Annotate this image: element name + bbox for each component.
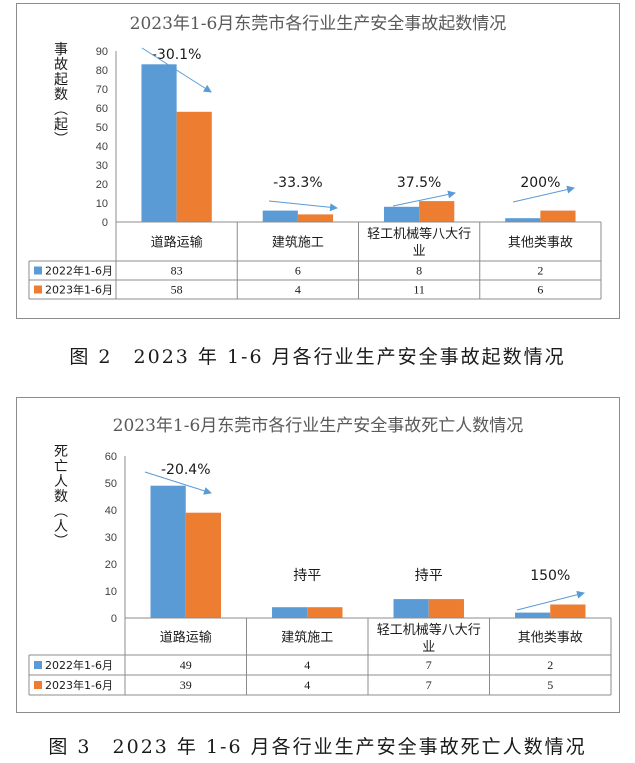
y-tick-label: 60 [96,103,108,115]
table-value-0-0: 83 [171,264,183,278]
y-axis-label: 事故起数（起） [52,42,68,147]
x-category-label: 道路运输 [160,630,212,646]
table-value-1-1: 4 [295,283,301,297]
chart-title: 2023年1-6月东莞市各行业生产安全事故起数情况 [130,14,507,34]
legend-label-1: 2023年1-6月 [45,283,113,297]
bar-2023-0 [185,512,221,618]
y-tick-label: 50 [105,478,117,490]
y-tick-label: 10 [105,586,117,598]
x-category-label: 轻工机械等八大行业 [367,226,471,259]
table-value-0-0: 49 [180,658,192,672]
table-value-1-1: 4 [304,678,310,692]
bar-2023-1 [307,607,343,618]
change-annotation: -20.4% [161,462,211,478]
bar-2023-2 [428,599,464,618]
bar-2022-0 [150,485,186,618]
bar-2022-2 [383,206,420,222]
y-tick-label: 80 [96,65,108,77]
table-value-0-3: 2 [547,658,553,672]
change-annotation: 200% [520,175,560,191]
x-category-label: 轻工机械等八大行业 [377,622,481,655]
y-tick-label: 20 [105,559,117,571]
y-axis-label: 死亡人数（人） [52,444,68,549]
bar-2022-1 [262,210,298,222]
change-annotation: 37.5% [397,175,441,191]
table-value-1-3: 6 [537,283,543,297]
legend-label-0: 2022年1-6月 [45,264,113,278]
trend-arrow [516,590,585,611]
y-tick-label: 40 [96,141,108,153]
y-tick-label: 30 [105,532,117,544]
table-value-0-2: 7 [426,658,432,672]
category-line-2: 业 [413,244,426,259]
change-annotation: 持平 [415,568,443,584]
chart-accident-count: 2023年1-6月东莞市各行业生产安全事故起数情况事故起数（起） 0 10 20 30 4… [16,3,620,319]
table-value-0-1: 6 [295,264,301,278]
trend-arrow [512,185,575,203]
y-tick-label: 90 [96,46,108,58]
bar-2023-0 [176,111,212,222]
bar-2022-2 [393,599,429,618]
trend-arrow [392,190,456,207]
y-tick-label: 40 [105,505,117,517]
bar-2023-3 [550,604,586,618]
bar-2022-0 [141,64,177,222]
y-tick-label: 60 [105,451,117,463]
legend-label-0: 2022年1-6月 [45,658,113,672]
y-tick-label: 0 [111,613,117,625]
x-category-label: 建筑施工 [272,235,324,251]
table-value-0-3: 2 [537,264,543,278]
legend-swatch-0 [34,661,42,669]
table-value-0-1: 4 [304,658,310,672]
bar-2022-1 [272,607,308,618]
table-value-0-2: 8 [416,264,422,278]
bar-2022-3 [515,612,551,618]
legend-swatch-1 [34,285,42,294]
bar-2023-3 [540,210,576,222]
change-annotation: 持平 [293,568,321,584]
x-category-label: 道路运输 [151,235,203,251]
table-value-1-2: 7 [426,678,432,692]
y-tick-label: 50 [96,122,108,134]
bar-2022-3 [505,218,541,222]
figure-caption-3: 图 3 2023 年 1-6 月各行业生产安全事故死亡人数情况 [48,736,587,758]
category-line-1: 轻工机械等八大行 [377,622,481,638]
table-value-1-2: 11 [413,283,425,297]
y-tick-label: 20 [96,179,108,191]
trend-arrow [141,47,212,93]
category-line-1: 轻工机械等八大行 [367,226,471,242]
bar-2023-2 [419,201,455,222]
legend-swatch-0 [34,266,42,275]
bar-2023-1 [297,214,334,222]
change-annotation: 150% [530,568,570,584]
y-tick-label: 70 [96,84,108,96]
y-tick-label: 10 [96,198,108,210]
legend-label-1: 2023年1-6月 [45,678,113,692]
figure-caption-2: 图 2 2023 年 1-6 月各行业生产安全事故起数情况 [69,346,566,368]
chart-death-count: 2023年1-6月东莞市各行业生产安全事故死亡人数情况死亡人数（人） 0 10 20 3… [16,397,620,713]
legend-swatch-1 [34,681,42,689]
table-value-1-3: 5 [547,678,553,692]
x-category-label: 其他类事故 [508,236,573,251]
y-tick-label: 30 [96,160,108,172]
y-tick-label: 0 [102,217,108,229]
table-value-1-0: 58 [171,283,183,297]
chart-title: 2023年1-6月东莞市各行业生产安全事故死亡人数情况 [113,416,524,436]
trend-arrow [144,471,212,495]
change-annotation: -30.1% [152,47,202,63]
category-line-2: 业 [422,640,435,655]
table-value-1-0: 39 [180,678,192,692]
trend-arrow [268,200,338,212]
change-annotation: -33.3% [273,175,323,191]
x-category-label: 其他类事故 [518,631,583,646]
x-category-label: 建筑施工 [281,630,333,646]
